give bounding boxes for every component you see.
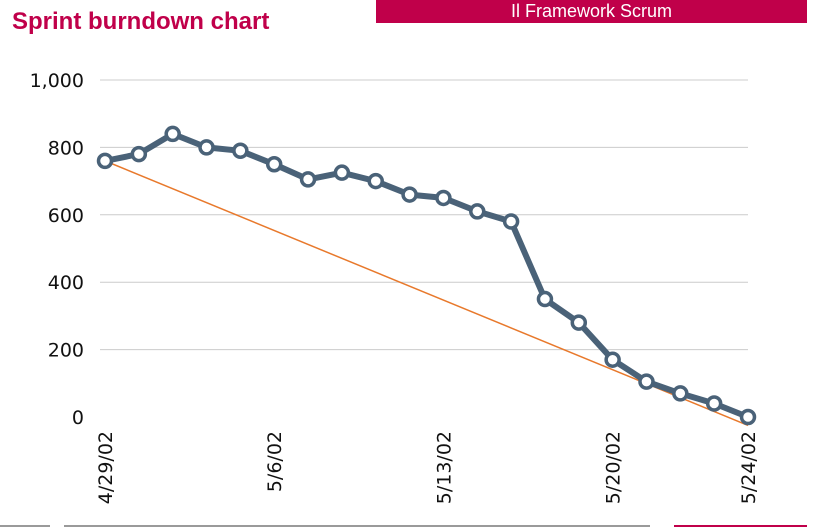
footer-divider-left (0, 525, 50, 527)
footer-divider-accent (674, 525, 807, 527)
data-point (401, 186, 418, 203)
x-tick-label: 5/13/02 (433, 431, 455, 504)
data-point (265, 156, 283, 173)
data-point (96, 152, 114, 170)
slide-title: Sprint burndown chart (12, 8, 270, 35)
actual-burndown-line (102, 130, 751, 420)
footer-divider-middle (64, 525, 650, 527)
y-tick-label: 0 (72, 407, 84, 429)
y-tick-label: 200 (48, 340, 84, 362)
data-point (367, 172, 384, 190)
data-point (164, 125, 181, 143)
data-point (502, 213, 520, 230)
data-point (570, 314, 588, 331)
data-point (469, 203, 486, 220)
data-point (435, 189, 452, 207)
x-tick-label: 5/6/02 (264, 431, 286, 492)
x-tick-label: 4/29/02 (95, 431, 117, 504)
data-point (604, 351, 621, 368)
section-banner: Il Framework Scrum (376, 0, 807, 23)
x-tick-label: 5/20/02 (603, 431, 625, 504)
data-point (299, 171, 317, 188)
data-point (705, 395, 723, 412)
data-point (232, 142, 249, 160)
data-point (198, 139, 215, 156)
data-point (130, 145, 148, 163)
y-tick-label: 400 (48, 272, 84, 294)
y-tick-label: 1,000 (30, 70, 84, 92)
data-point (536, 290, 554, 308)
data-point (333, 164, 351, 181)
y-tick-label: 800 (48, 137, 84, 159)
y-tick-label: 600 (48, 205, 84, 227)
data-point (739, 408, 757, 426)
data-point (672, 385, 689, 402)
x-tick-label: 5/24/02 (738, 431, 760, 504)
data-point (638, 373, 655, 390)
